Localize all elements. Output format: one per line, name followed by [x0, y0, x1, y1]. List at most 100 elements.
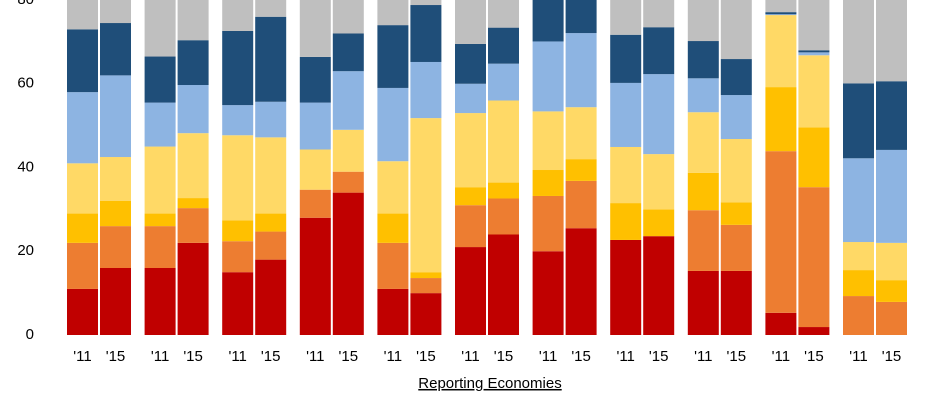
bar-segment — [765, 312, 797, 335]
bar-segment — [144, 226, 176, 268]
bar-segment — [144, 146, 176, 214]
bar-segment — [67, 29, 98, 93]
y-tick-label: 20 — [17, 242, 34, 259]
x-tick-label: '15 — [571, 348, 591, 365]
x-tick-label: '11 — [228, 348, 246, 365]
bar-segment — [532, 0, 564, 42]
bar-segment — [720, 59, 752, 96]
y-tick-label: 0 — [26, 326, 34, 343]
bar-segment — [410, 5, 442, 62]
x-tick-label: '15 — [882, 348, 902, 365]
bar-segment — [67, 242, 98, 289]
bar-segment — [255, 137, 287, 214]
bar-segment — [687, 0, 719, 42]
bar-segment — [255, 101, 287, 138]
bar-segment — [222, 105, 254, 136]
bar-segment — [798, 327, 830, 335]
bar-segment — [720, 95, 752, 140]
x-tick-label: '11 — [616, 348, 634, 365]
bar-segment — [222, 241, 254, 273]
y-tick-label: 80 — [17, 0, 34, 8]
bar-segment — [255, 259, 287, 335]
bar-segment — [843, 270, 874, 297]
bar-segment — [765, 12, 797, 15]
bar-segment — [687, 78, 719, 113]
x-tick-label: '11 — [306, 348, 324, 365]
bar-segment — [765, 0, 797, 13]
x-tick-label: '11 — [694, 348, 712, 365]
x-tick-label: '15 — [727, 348, 747, 365]
bar-segment — [332, 192, 364, 335]
bar-segment — [565, 228, 597, 335]
bar-segment — [876, 301, 907, 335]
bar-segment — [222, 30, 254, 106]
bar-segment — [377, 161, 409, 214]
x-tick-label: '15 — [649, 348, 669, 365]
bar-segment — [720, 202, 752, 225]
bar-segment — [798, 50, 830, 53]
x-tick-label: '11 — [772, 348, 790, 365]
bar-segment — [67, 213, 98, 243]
bar-segment — [643, 209, 675, 237]
bar-segment — [177, 242, 209, 335]
bar-segment — [610, 239, 642, 335]
bar-segment — [532, 251, 564, 335]
bar-segment — [565, 159, 597, 181]
bar-segment — [299, 0, 331, 57]
bar-segment — [876, 242, 907, 281]
bar-segment — [410, 272, 442, 279]
bar-segment — [765, 87, 797, 152]
bar-segment — [377, 242, 409, 289]
bar-segment — [377, 87, 409, 162]
bar-segment — [332, 71, 364, 130]
bar-segment — [255, 16, 287, 102]
bar-segment — [299, 102, 331, 150]
bar-segment — [299, 149, 331, 190]
x-tick-label: '11 — [461, 348, 479, 365]
bar-segment — [876, 0, 907, 82]
bar-segment — [643, 27, 675, 75]
y-tick-label: 60 — [17, 75, 34, 92]
bar-segment — [532, 111, 564, 171]
bar-segment — [488, 182, 519, 199]
bar-segment — [455, 113, 486, 188]
bar-segment — [643, 236, 675, 335]
bar-segment — [843, 0, 874, 84]
bar-segment — [720, 224, 752, 271]
bar-segment — [222, 135, 254, 221]
bar-segment — [455, 43, 486, 84]
bar-segment — [410, 0, 442, 6]
bar-segment — [720, 0, 752, 60]
x-axis-label: Reporting Economies — [418, 375, 561, 392]
bar-segment — [377, 25, 409, 88]
bar-segment — [532, 170, 564, 196]
bar-segment — [67, 288, 98, 335]
bar-segment — [488, 198, 519, 235]
bar-segment — [410, 278, 442, 294]
bar-segment — [455, 187, 486, 206]
bar-segment — [488, 0, 519, 28]
bar-segment — [488, 63, 519, 101]
bar-segment — [377, 288, 409, 335]
bar-segment — [843, 158, 874, 243]
plot-area — [67, 0, 907, 335]
bar-segment — [455, 247, 486, 335]
bar-segment — [720, 270, 752, 335]
bar-segment — [798, 52, 830, 56]
bar-segment — [144, 56, 176, 103]
x-tick-label: '11 — [151, 348, 169, 365]
bar-segment — [299, 217, 331, 335]
bar-segment — [100, 0, 131, 24]
x-tick-label: '15 — [106, 348, 126, 365]
bar-segment — [177, 40, 209, 86]
bar-segment — [377, 0, 409, 26]
x-tick-label: '11 — [849, 348, 867, 365]
bar-segment — [565, 180, 597, 229]
bar-segment — [488, 100, 519, 183]
bar-segment — [798, 187, 830, 328]
bar-segment — [843, 296, 874, 335]
x-tick-label: '15 — [261, 348, 281, 365]
y-tick-label: 40 — [17, 158, 34, 175]
bar-segment — [876, 280, 907, 302]
